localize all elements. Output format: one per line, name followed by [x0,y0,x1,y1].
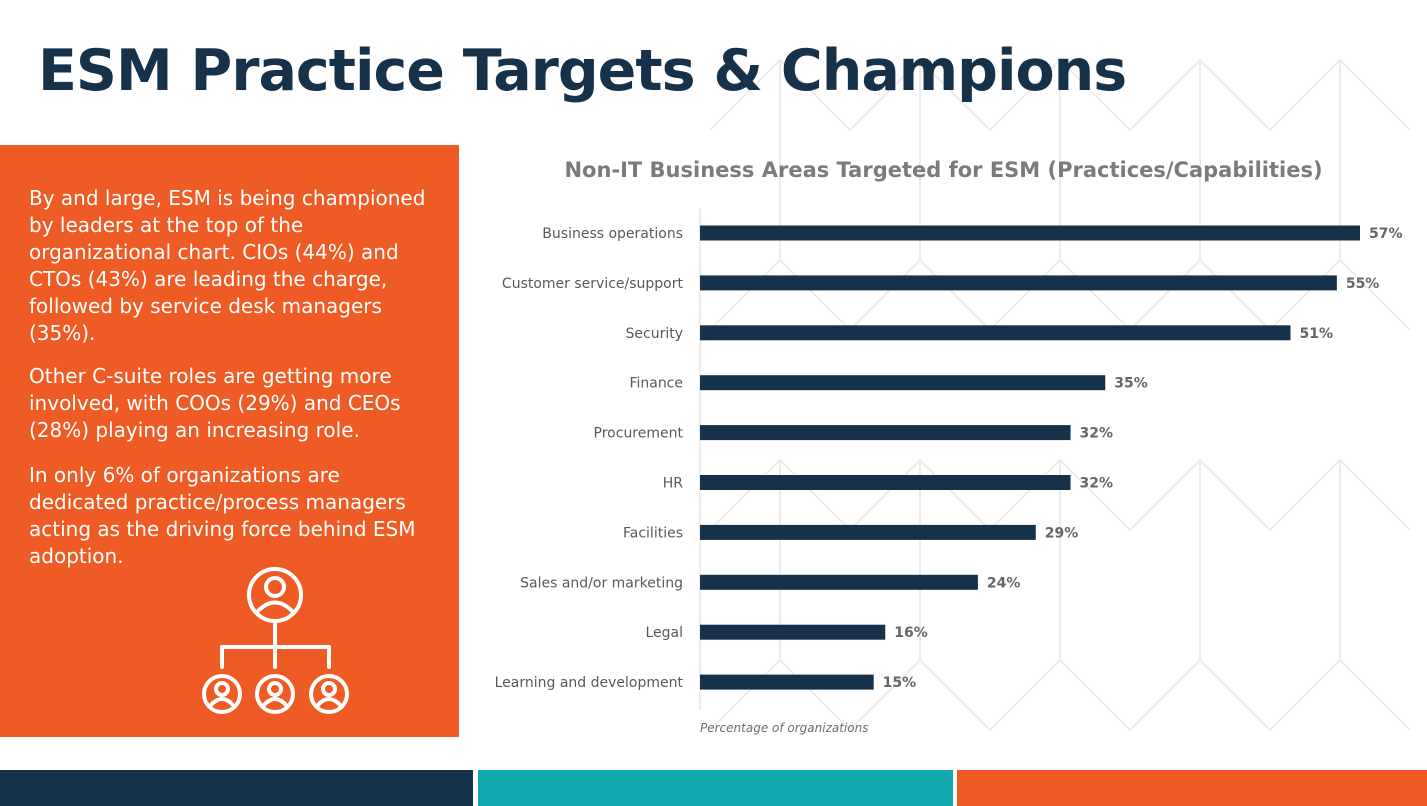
bar-value-label: 32% [1080,426,1114,442]
bar [700,524,1036,540]
x-axis-label: Percentage of organizations [700,721,869,735]
bar [700,574,978,590]
bar-value-label: 29% [1045,525,1079,541]
category-label: Learning and development [495,675,684,691]
bar [700,325,1291,341]
bar-value-label: 51% [1300,326,1334,342]
category-label: Sales and/or marketing [520,575,683,591]
page-title: ESM Practice Targets & Champions [38,38,1127,104]
bar-value-label: 24% [987,575,1021,591]
category-label: Facilities [623,525,683,541]
bar-value-label: 57% [1369,226,1403,242]
bar [700,475,1071,490]
bar [700,225,1360,241]
summary-paragraph: In only 6% of organizations are dedicate… [29,463,416,568]
bar [700,674,874,690]
bar-value-label: 32% [1080,476,1114,492]
summary-paragraph: By and large, ESM is being championed by… [29,186,426,345]
category-label: Business operations [542,226,683,242]
bar [700,425,1071,441]
bar-value-label: 55% [1346,276,1380,292]
bar-value-label: 16% [894,625,928,641]
category-label: Security [626,326,684,342]
category-label: Legal [645,625,683,641]
summary-panel: By and large, ESM is being championed by… [0,145,459,737]
category-label: HR [663,476,684,492]
footer-bar-navy [0,770,473,806]
bar-value-label: 15% [883,675,917,691]
bar [700,375,1106,391]
footer-bar-orange [957,770,1427,806]
bar [700,624,886,640]
chart-title: Non-IT Business Areas Targeted for ESM (… [564,158,1323,182]
org-chart-icon [202,567,349,714]
summary-paragraph: Other C-suite roles are getting more inv… [29,364,401,442]
category-label: Procurement [594,426,684,442]
category-label: Customer service/support [502,276,684,292]
bar [700,275,1337,291]
bar-chart: Business operations 57% Customer service/s… [495,208,1403,710]
background-pattern [709,58,1411,732]
category-label: Finance [629,376,683,392]
footer-bar-teal [478,770,953,806]
bar-value-label: 35% [1114,376,1148,392]
